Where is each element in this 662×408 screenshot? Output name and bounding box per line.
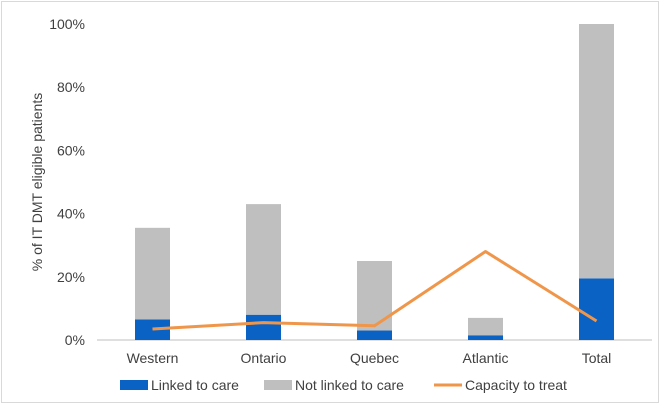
y-tick-label: 20% [57, 269, 85, 285]
bar-not-linked-to-care [357, 261, 392, 331]
x-tick-label: Atlantic [463, 350, 509, 366]
legend-label: Linked to care [151, 377, 239, 393]
y-axis-title: % of IT DMT eligible patients [29, 93, 45, 271]
legend-label: Not linked to care [295, 377, 404, 393]
bar-not-linked-to-care [246, 204, 281, 315]
bar-linked-to-care [579, 278, 614, 340]
y-tick-label: 40% [57, 206, 85, 222]
legend: Linked to care Not linked to care Capacity… [120, 377, 567, 393]
x-tick-label: Ontario [241, 350, 287, 366]
y-tick-label: 60% [57, 142, 85, 158]
line-capacity-to-treat [152, 250, 598, 331]
x-tick-label: Quebec [350, 350, 399, 366]
x-axis-ticks: Western Ontario Quebec Atlantic Total [127, 350, 612, 366]
chart-frame: 0% 20% 40% 60% 80% 100% Western Ontario Quebec A… [1, 1, 659, 403]
x-tick-label: Total [582, 350, 612, 366]
y-axis-ticks: 0% 20% 40% 60% 80% 100% [49, 16, 85, 348]
y-tick-label: 100% [49, 16, 85, 32]
bar-linked-to-care [246, 314, 281, 340]
bar-linked-to-care [357, 330, 392, 340]
x-tick-label: Western [127, 350, 179, 366]
bar-not-linked-to-care [135, 227, 170, 320]
y-tick-label: 0% [65, 332, 85, 348]
bar-not-linked-to-care [468, 317, 503, 336]
capacity-line-group [152, 250, 598, 331]
bar-linked-to-care [468, 335, 503, 340]
bar-not-linked-to-care [579, 24, 614, 279]
legend-swatch [120, 380, 148, 390]
bars-group [135, 24, 614, 340]
bar-linked-to-care [135, 319, 170, 340]
y-tick-label: 80% [57, 79, 85, 95]
legend-label: Capacity to treat [465, 377, 567, 393]
legend-swatch [264, 380, 292, 390]
